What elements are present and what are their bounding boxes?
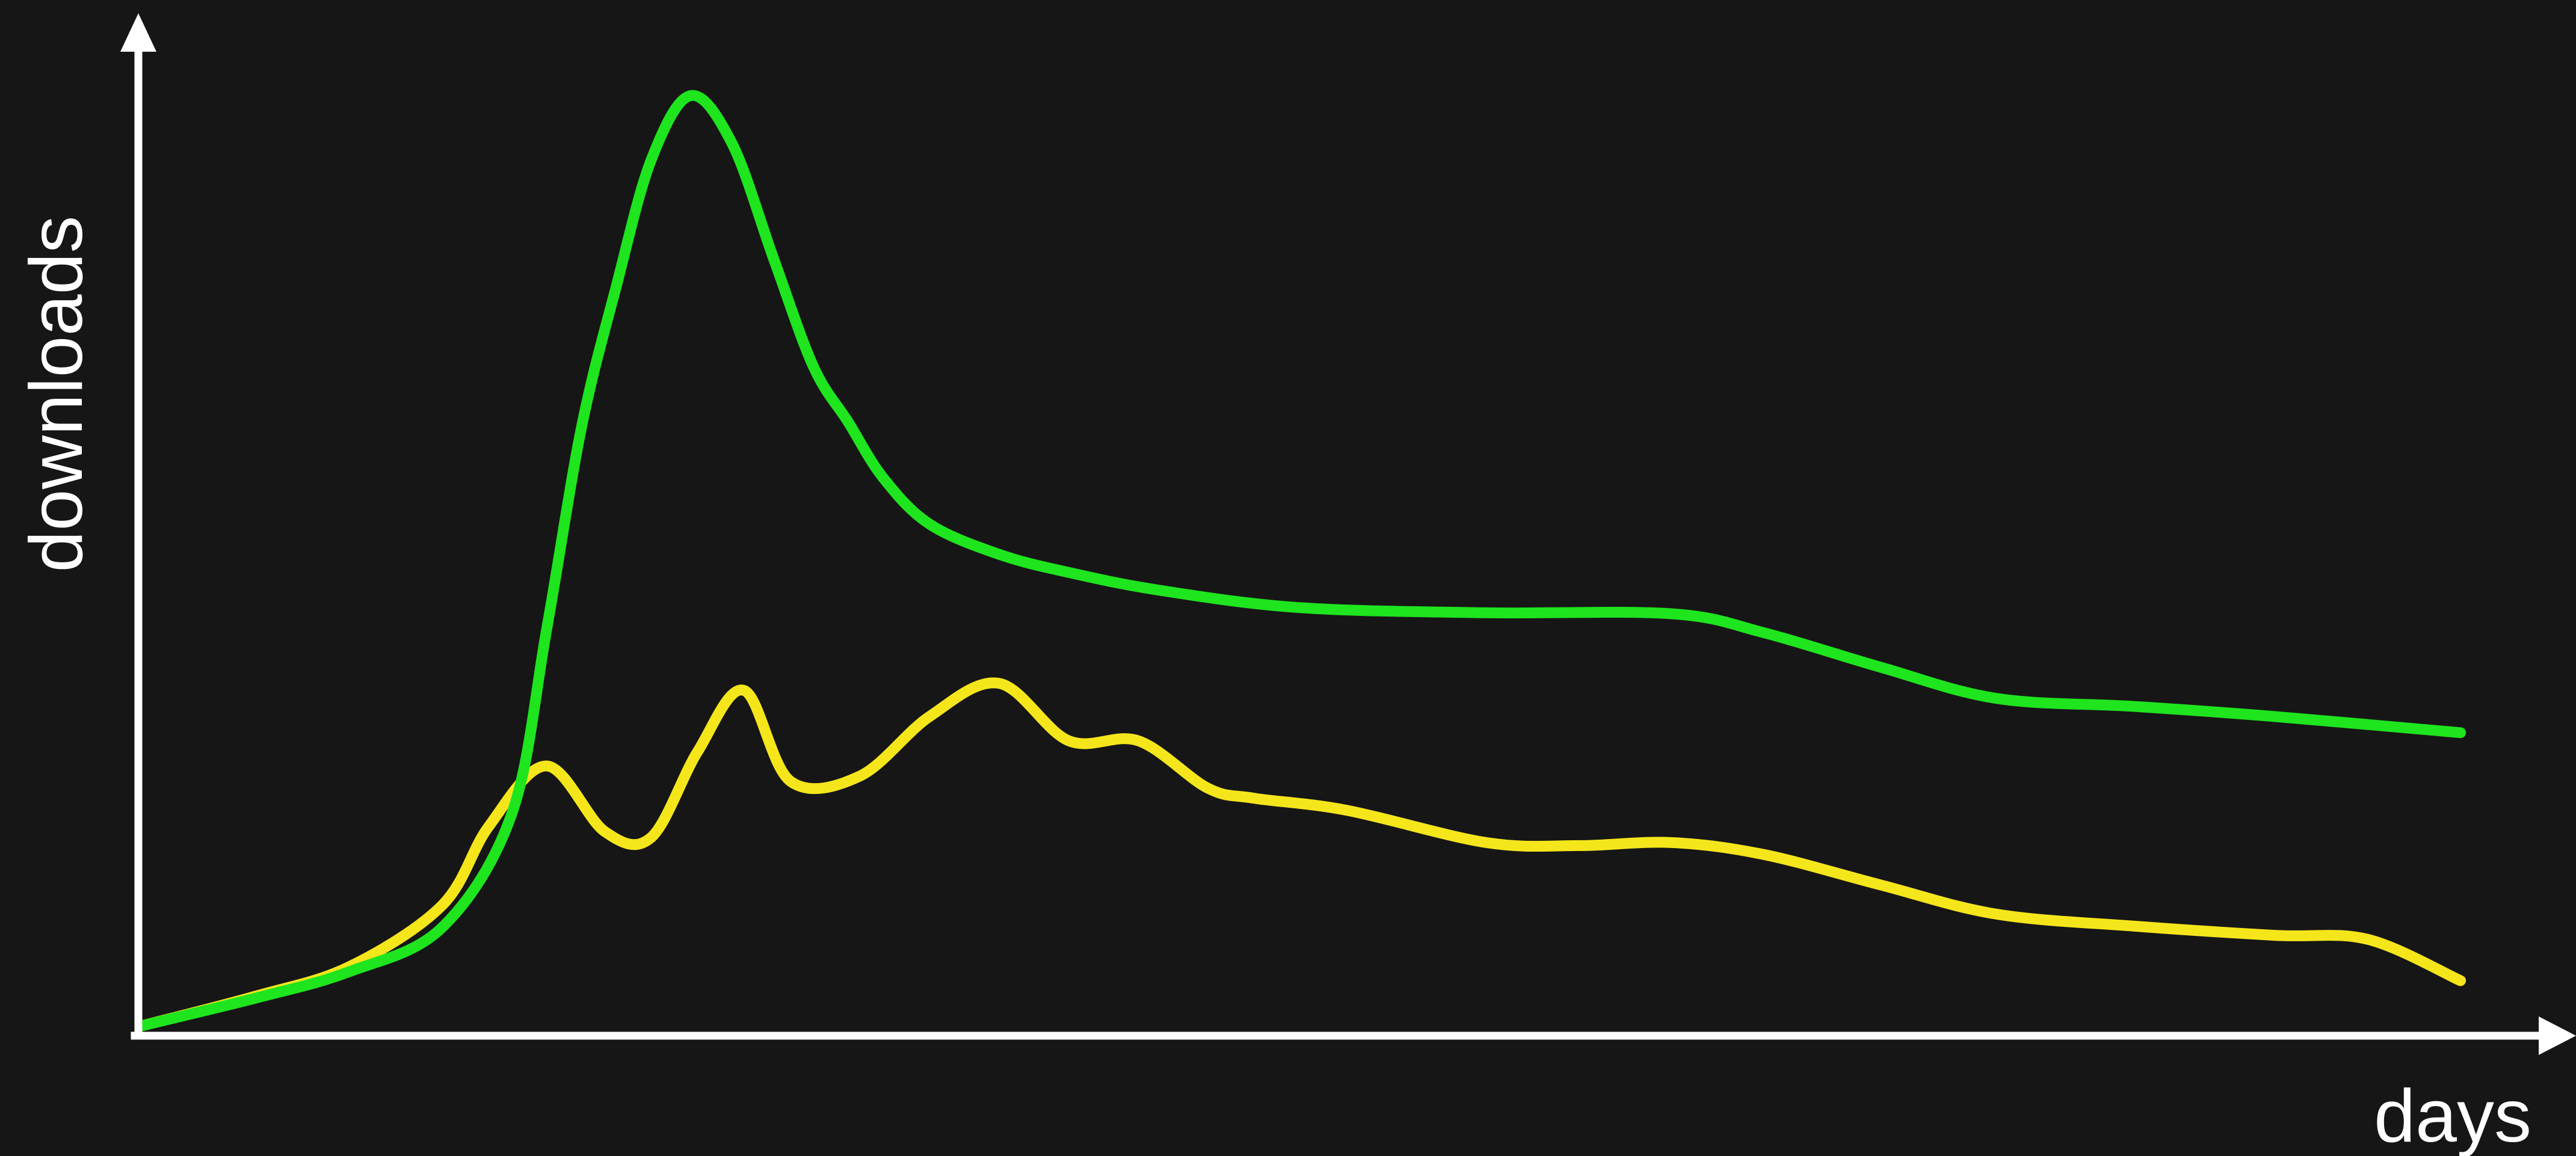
x-axis-label: days [2374, 1075, 2531, 1156]
series-line-1 [135, 90, 2466, 1031]
y-axis-label: downloads [15, 216, 98, 573]
x-axis-arrow [2539, 1016, 2576, 1055]
series-layer [135, 90, 2466, 1031]
y-axis-arrow [120, 13, 156, 52]
